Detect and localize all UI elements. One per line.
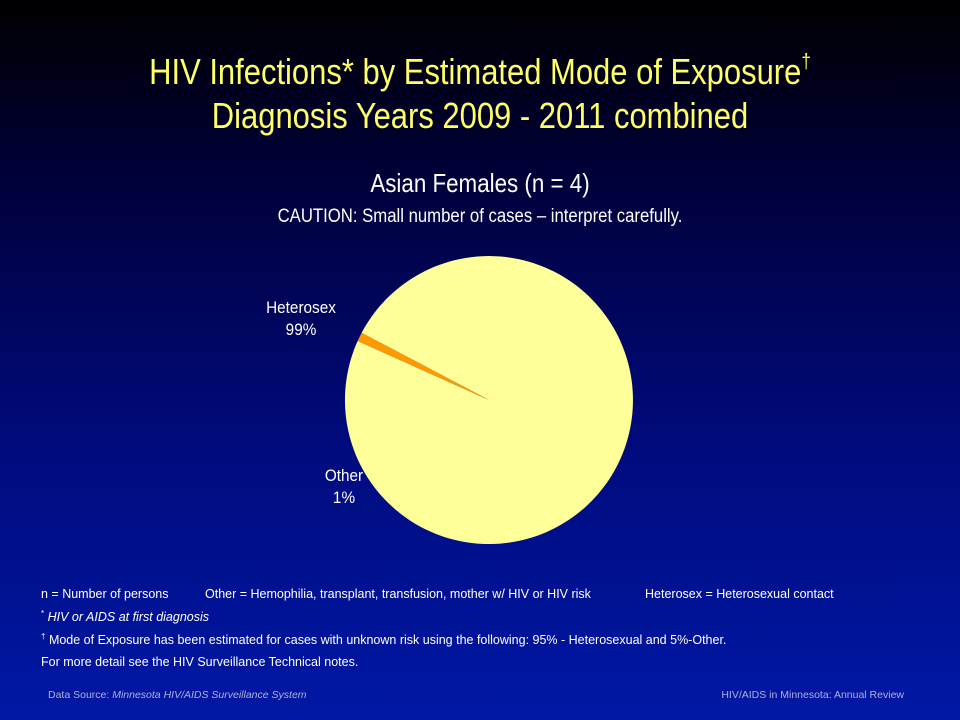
slide-title: HIV Infections* by Estimated Mode of Exp… bbox=[67, 40, 893, 138]
more-detail-note: For more detail see the HIV Surveillance… bbox=[41, 655, 359, 669]
dagger-note: † Mode of Exposure has been estimated fo… bbox=[41, 632, 726, 647]
footer-source-name: Minnesota HIV/AIDS Surveillance System bbox=[112, 689, 307, 701]
dagger-note-text: Mode of Exposure has been estimated for … bbox=[48, 633, 727, 647]
asterisk-mark: * bbox=[41, 609, 45, 618]
title-line-1-text: HIV Infections* by Estimated Mode of Exp… bbox=[149, 51, 802, 92]
heterosex-slice-label: Heterosex 99% bbox=[262, 297, 339, 341]
title-line-2: Diagnosis Years 2009 - 2011 combined bbox=[211, 95, 749, 136]
heterosex-label-value: 99% bbox=[285, 320, 317, 339]
other-label-name: Other bbox=[324, 466, 364, 485]
title-dagger: † bbox=[801, 51, 811, 73]
legend-n-definition: n = Number of persons bbox=[41, 587, 169, 601]
dagger-mark: † bbox=[41, 632, 46, 641]
pie-slice-heterosex bbox=[344, 256, 633, 545]
title-line-1: HIV Infections* by Estimated Mode of Exp… bbox=[67, 40, 893, 94]
footer-annual-review: HIV/AIDS in Minnesota: Annual Review bbox=[721, 689, 904, 701]
footer-source-prefix: Data Source: bbox=[48, 689, 113, 701]
legend-heterosex-definition: Heterosex = Heterosexual contact bbox=[645, 587, 834, 601]
chart-subtitle: Asian Females (n = 4) bbox=[370, 168, 590, 198]
other-slice-label: Other 1% bbox=[319, 465, 369, 509]
footer-data-source: Data Source: Minnesota HIV/AIDS Surveill… bbox=[48, 689, 307, 701]
asterisk-note: * HIV or AIDS at first diagnosis bbox=[41, 609, 209, 624]
legend-other-definition: Other = Hemophilia, transplant, transfus… bbox=[205, 587, 591, 601]
heterosex-label-name: Heterosex bbox=[266, 298, 336, 317]
pie-slice-other bbox=[357, 332, 489, 400]
caution-text: CAUTION: Small number of cases – interpr… bbox=[277, 206, 683, 227]
other-label-value: 1% bbox=[332, 488, 356, 507]
asterisk-note-text: HIV or AIDS at first diagnosis bbox=[47, 610, 210, 624]
